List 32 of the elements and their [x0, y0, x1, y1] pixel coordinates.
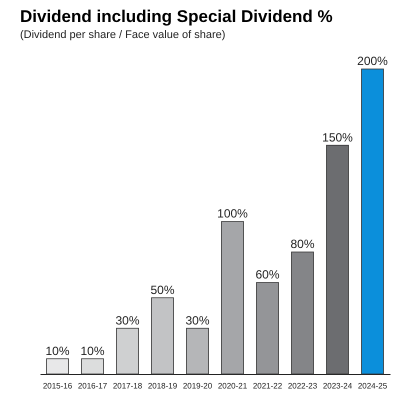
x-tick-label: 2015-16	[42, 382, 73, 390]
x-tick-label: 2021-22	[252, 382, 283, 390]
bar	[256, 282, 279, 374]
bar	[116, 328, 139, 374]
data-label: 10%	[45, 344, 70, 358]
x-tick-label: 2018-19	[148, 382, 178, 390]
bar	[291, 252, 314, 374]
bar	[151, 297, 174, 374]
data-label: 60%	[255, 268, 280, 282]
chart-subtitle: (Dividend per share / Face value of share)	[20, 29, 226, 41]
data-label: 10%	[80, 344, 105, 358]
data-label: 50%	[150, 282, 175, 297]
x-tick-label: 2020-21	[218, 382, 248, 390]
x-tick-label: 2022-23	[288, 382, 318, 390]
data-label: 80%	[290, 237, 315, 251]
bar	[221, 221, 244, 374]
x-tick-label: 2016-17	[78, 382, 108, 390]
bar	[81, 358, 104, 374]
data-label: 100%	[217, 206, 248, 220]
x-tick-label: 2024-25	[358, 382, 388, 390]
data-label: 150%	[322, 130, 354, 144]
bar	[46, 358, 69, 374]
bar	[326, 144, 349, 374]
data-label: 200%	[357, 54, 388, 68]
data-label: 30%	[115, 313, 140, 328]
data-label: 30%	[185, 313, 210, 328]
x-tick-label: 2017-18	[112, 382, 143, 390]
bar	[361, 68, 384, 374]
chart-title: Dividend including Special Dividend %	[20, 7, 333, 26]
bar	[186, 328, 209, 374]
x-tick-label: 2019-20	[182, 382, 213, 390]
x-tick-label: 2023-24	[322, 382, 353, 390]
